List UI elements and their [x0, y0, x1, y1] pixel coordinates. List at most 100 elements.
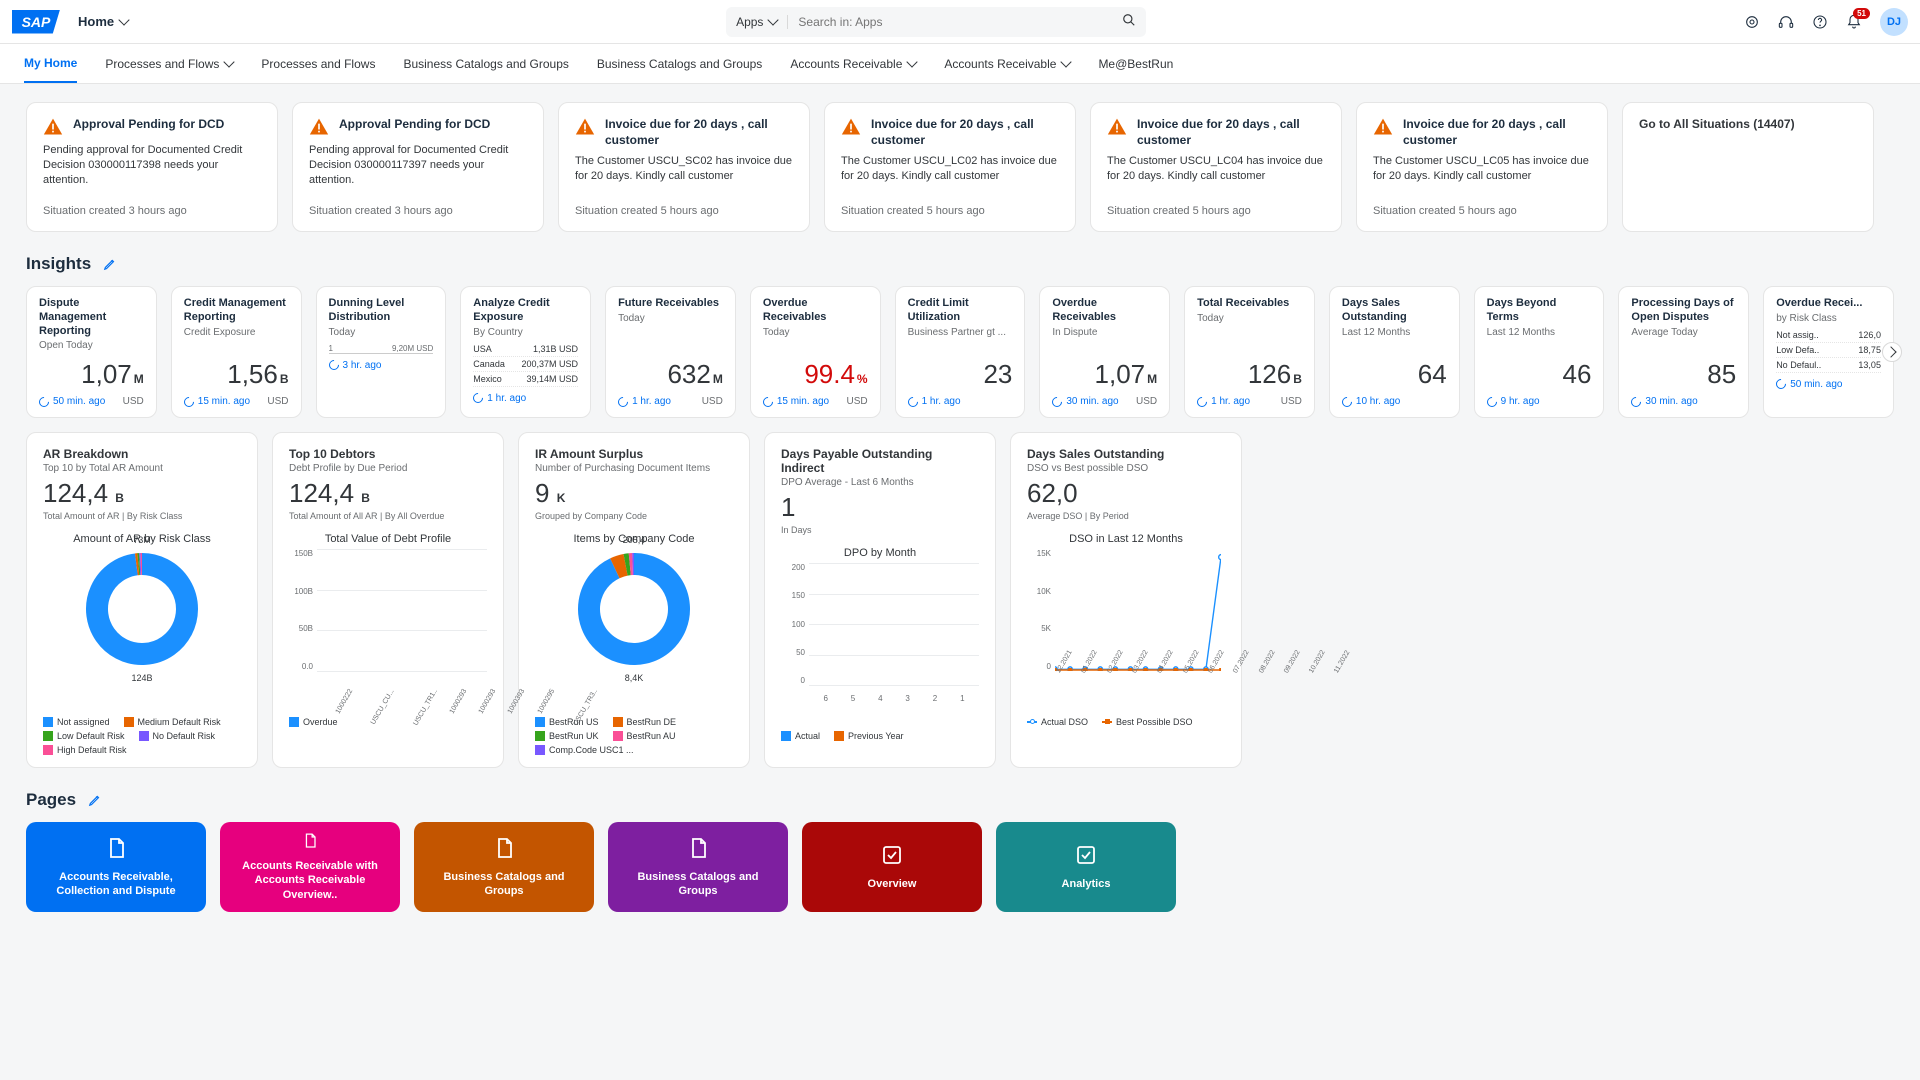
pages-heading: Pages: [26, 790, 1894, 810]
chart-card-title: Top 10 Debtors: [289, 447, 487, 461]
chart-card[interactable]: Days Payable Outstanding IndirectDPO Ave…: [764, 432, 996, 768]
search-bar[interactable]: Apps: [726, 7, 1146, 37]
kpi-tile[interactable]: Days Beyond TermsLast 12 Months469 hr. a…: [1474, 286, 1605, 418]
kpi-title: Total Receivables: [1197, 297, 1302, 311]
kpi-tile[interactable]: Future ReceivablesToday632M1 hr. agoUSD: [605, 286, 736, 418]
situation-title: Invoice due for 20 days , call customer: [1403, 117, 1591, 148]
kpi-footer: 1 hr. ago: [908, 396, 1013, 407]
kpi-title: Future Receivables: [618, 297, 723, 311]
page-tile[interactable]: Business Catalogs and Groups: [414, 822, 594, 912]
kpi-footer: 50 min. ago: [1776, 379, 1881, 390]
tab-accounts-receivable[interactable]: Accounts Receivable: [944, 44, 1070, 83]
tab-business-catalogs-and-groups[interactable]: Business Catalogs and Groups: [403, 44, 568, 83]
help-icon[interactable]: [1812, 14, 1828, 30]
pages-row: Accounts Receivable, Collection and Disp…: [26, 822, 1894, 912]
kpi-subtitle: Today: [618, 313, 723, 324]
chart-card-sub: DSO vs Best possible DSO: [1027, 463, 1225, 474]
kpi-tile[interactable]: Dunning Level DistributionToday19,20M US…: [316, 286, 447, 418]
legend-item: Medium Default Risk: [124, 717, 221, 727]
headset-icon[interactable]: [1778, 14, 1794, 30]
shell-header: SAP Home Apps 51 DJ: [0, 0, 1920, 44]
refresh-icon: [1340, 394, 1354, 408]
chart-card-title: Days Sales Outstanding: [1027, 447, 1225, 461]
chart-legend: Not assignedMedium Default RiskLow Defau…: [43, 717, 241, 755]
kpi-subtitle: by Risk Class: [1776, 313, 1881, 324]
chart-card[interactable]: IR Amount SurplusNumber of Purchasing Do…: [518, 432, 750, 768]
kpi-tile[interactable]: Processing Days of Open DisputesAverage …: [1618, 286, 1749, 418]
bar-chart: 150B100B50B0.01000222USCU_CU...USCU_TR1.…: [289, 549, 487, 689]
chart-card[interactable]: Days Sales Outstanding DSO vs Best possib…: [1010, 432, 1242, 768]
situation-card[interactable]: Invoice due for 20 days , call customerT…: [1356, 102, 1608, 232]
chart-legend: Actual DSOBest Possible DSO: [1027, 717, 1225, 727]
page-tile-label: Business Catalogs and Groups: [618, 870, 778, 899]
situation-card[interactable]: Invoice due for 20 days , call customerT…: [1090, 102, 1342, 232]
kpi-value: 1,07M: [39, 359, 144, 390]
kpi-footer: 15 min. agoUSD: [184, 396, 289, 407]
kpi-tile[interactable]: Overdue ReceivablesToday99.4%15 min. ago…: [750, 286, 881, 418]
kpi-tile[interactable]: Days Sales OutstandingLast 12 Months6410…: [1329, 286, 1460, 418]
kpi-tile[interactable]: Credit Management ReportingCredit Exposu…: [171, 286, 302, 418]
page-tile[interactable]: Analytics: [996, 822, 1176, 912]
situation-card[interactable]: Invoice due for 20 days , call customer T…: [558, 102, 810, 232]
tab-accounts-receivable[interactable]: Accounts Receivable: [790, 44, 916, 83]
legend-item: Previous Year: [834, 731, 904, 741]
refresh-icon: [37, 394, 51, 408]
page-tile[interactable]: Accounts Receivable with Accounts Receiv…: [220, 822, 400, 912]
tab-processes-and-flows[interactable]: Processes and Flows: [105, 44, 233, 83]
search-scope-label: Apps: [736, 15, 763, 29]
kpi-table: Not assig..126,0Low Defa..18,75No Defaul…: [1776, 328, 1881, 373]
tab-label: Processes and Flows: [105, 57, 219, 71]
situation-title: Approval Pending for DCD: [339, 117, 490, 133]
kpi-tile[interactable]: Overdue ReceivablesIn Dispute1,07M30 min…: [1039, 286, 1170, 418]
chart-legend: BestRun USBestRun DEBestRun UKBestRun AU…: [535, 717, 733, 755]
page-tile[interactable]: Accounts Receivable, Collection and Disp…: [26, 822, 206, 912]
home-dropdown[interactable]: Home: [78, 14, 128, 29]
refresh-icon: [1050, 394, 1064, 408]
line-chart: 15K10K5K012.202101.202202.202203.202204.…: [1027, 549, 1225, 689]
kpi-title: Credit Limit Utilization: [908, 297, 1013, 325]
tab-business-catalogs-and-groups[interactable]: Business Catalogs and Groups: [597, 44, 762, 83]
chevron-down-icon: [1061, 56, 1072, 67]
legend-item: Overdue: [289, 717, 338, 727]
kpi-value: 126B: [1197, 359, 1302, 390]
tab-my-home[interactable]: My Home: [24, 44, 77, 83]
kpi-footer: 10 hr. ago: [1342, 396, 1447, 407]
edit-icon[interactable]: [103, 257, 117, 271]
search-icon[interactable]: [1122, 13, 1136, 30]
tab-me@bestrun[interactable]: Me@BestRun: [1098, 44, 1173, 83]
page-tile[interactable]: Business Catalogs and Groups: [608, 822, 788, 912]
tab-processes-and-flows[interactable]: Processes and Flows: [261, 44, 375, 83]
situation-card[interactable]: Approval Pending for DCDPending approval…: [26, 102, 278, 232]
tab-label: Business Catalogs and Groups: [403, 57, 568, 71]
situation-title: Invoice due for 20 days , call customer: [1137, 117, 1325, 148]
chart-card[interactable]: AR BreakdownTop 10 by Total AR Amount124…: [26, 432, 258, 768]
chart-card-value: 124,4 B: [43, 478, 241, 509]
search-input[interactable]: [798, 15, 1112, 29]
situation-body: The Customer USCU_SC02 has invoice due f…: [575, 154, 793, 184]
situation-body: Pending approval for Documented Credit D…: [309, 143, 527, 188]
kpi-tile[interactable]: Credit Limit UtilizationBusiness Partner…: [895, 286, 1026, 418]
page-tile-label: Accounts Receivable with Accounts Receiv…: [230, 859, 390, 902]
situation-title: Invoice due for 20 days , call customer: [605, 117, 793, 148]
edit-icon[interactable]: [88, 793, 102, 807]
page-tile[interactable]: Overview: [802, 822, 982, 912]
kpi-subtitle: Open Today: [39, 340, 144, 351]
sap-logo[interactable]: SAP: [12, 10, 60, 34]
kpi-tile[interactable]: Total ReceivablesToday126B1 hr. agoUSD: [1184, 286, 1315, 418]
kpi-tile[interactable]: Analyze Credit ExposureBy CountryUSA1,31…: [460, 286, 591, 418]
kpi-bar: 19,20M USD: [329, 344, 434, 354]
tab-bar: My Home Processes and Flows Processes and …: [0, 44, 1920, 84]
scroll-right-button[interactable]: [1882, 342, 1902, 362]
kpi-tile[interactable]: Overdue Recei...by Risk ClassNot assig..…: [1763, 286, 1894, 418]
target-icon[interactable]: [1744, 14, 1760, 30]
search-scope-dropdown[interactable]: Apps: [736, 15, 788, 29]
situation-card[interactable]: Approval Pending for DCD Pending approval…: [292, 102, 544, 232]
kpi-title: Processing Days of Open Disputes: [1631, 297, 1736, 325]
kpi-tile[interactable]: Dispute Management ReportingOpen Today1,…: [26, 286, 157, 418]
goto-situations-card[interactable]: Go to All Situations (14407): [1622, 102, 1874, 232]
tab-label: Accounts Receivable: [790, 57, 902, 71]
notification-icon[interactable]: 51: [1846, 14, 1862, 30]
avatar[interactable]: DJ: [1880, 8, 1908, 36]
chart-card[interactable]: Top 10 DebtorsDebt Profile by Due Period…: [272, 432, 504, 768]
situation-card[interactable]: Invoice due for 20 days , call customerT…: [824, 102, 1076, 232]
